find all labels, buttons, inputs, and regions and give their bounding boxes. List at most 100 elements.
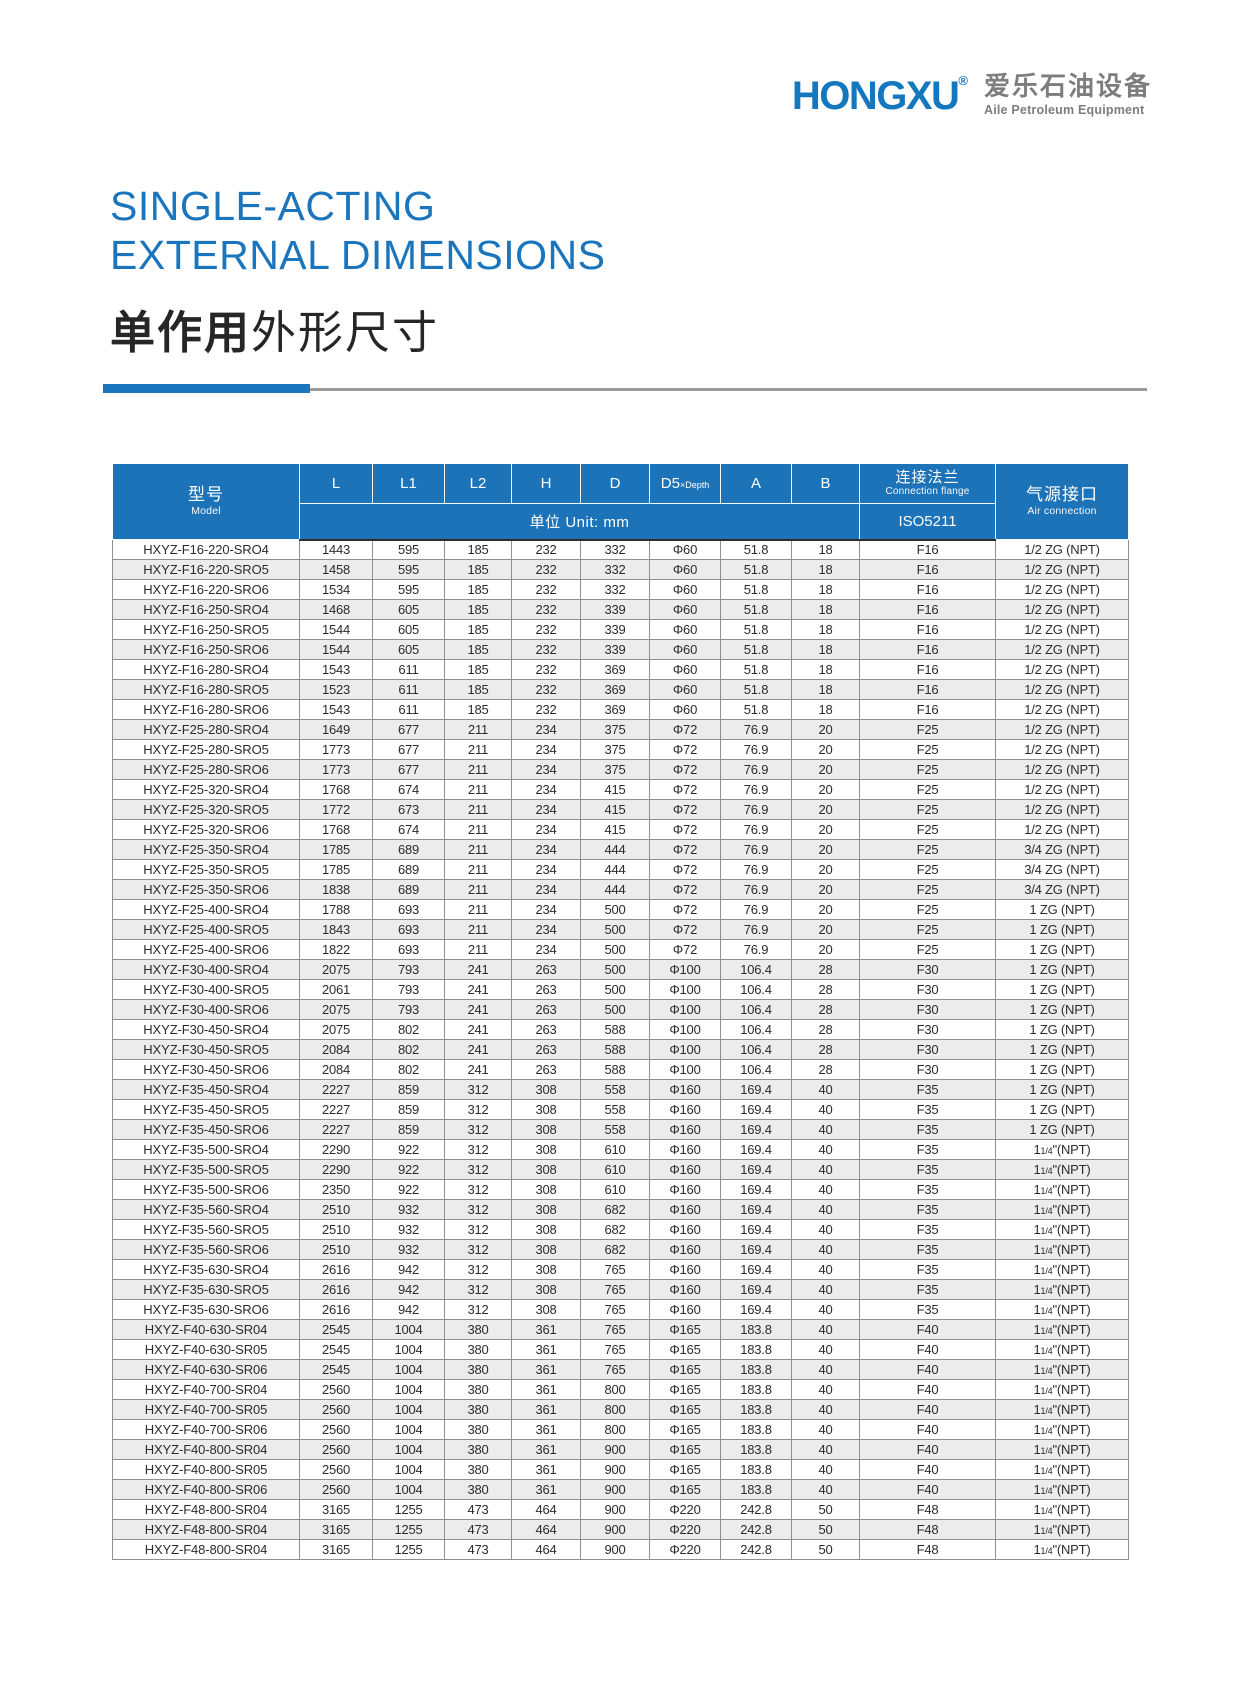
- value-cell: 674: [372, 779, 445, 800]
- value-cell: F35: [859, 1099, 996, 1120]
- value-cell: 339: [580, 639, 650, 660]
- value-cell: 106.4: [720, 959, 792, 980]
- value-cell: 76.9: [720, 879, 792, 900]
- model-cell: HXYZ-F35-560-SRO4: [112, 1199, 300, 1220]
- value-cell: 241: [444, 1019, 512, 1040]
- value-cell: 169.4: [720, 1119, 792, 1140]
- value-cell: 500: [580, 899, 650, 920]
- value-cell: 1822: [299, 939, 373, 960]
- value-cell: F16: [859, 579, 996, 600]
- value-cell: 28: [791, 979, 860, 1000]
- model-cell: HXYZ-F25-400-SRO4: [112, 899, 300, 920]
- value-cell: 611: [372, 659, 445, 680]
- value-cell: 689: [372, 879, 445, 900]
- model-cell: HXYZ-F35-500-SRO5: [112, 1159, 300, 1180]
- value-cell: 859: [372, 1099, 445, 1120]
- value-cell: 682: [580, 1199, 650, 1220]
- fraction-text: 1/4: [1040, 1206, 1053, 1216]
- value-cell: 800: [580, 1419, 650, 1440]
- value-cell: 185: [444, 659, 512, 680]
- value-cell: F16: [859, 559, 996, 580]
- value-cell: 106.4: [720, 999, 792, 1020]
- value-cell: 312: [444, 1119, 512, 1140]
- value-cell: 234: [511, 939, 581, 960]
- value-cell: 20: [791, 899, 860, 920]
- value-cell: 312: [444, 1179, 512, 1200]
- value-cell: 20: [791, 799, 860, 820]
- value-cell: 339: [580, 599, 650, 620]
- col-header-D5: D5: [660, 475, 680, 492]
- value-cell: 234: [511, 919, 581, 940]
- value-cell: 922: [372, 1139, 445, 1160]
- table-row: HXYZ-F16-250-SRO6 1544 605 185 232 339 Φ60 51.8…: [112, 639, 1129, 660]
- value-cell: 3/4 ZG (NPT): [995, 839, 1129, 860]
- value-cell: 183.8: [720, 1439, 792, 1460]
- value-cell: 76.9: [720, 939, 792, 960]
- value-cell: 185: [444, 599, 512, 620]
- value-cell: 2560: [299, 1419, 373, 1440]
- value-cell: 1 ZG (NPT): [995, 1079, 1129, 1100]
- model-cell: HXYZ-F30-400-SRO6: [112, 999, 300, 1020]
- value-cell: 1/2 ZG (NPT): [995, 779, 1129, 800]
- value-cell: 673: [372, 799, 445, 820]
- value-cell: 2560: [299, 1459, 373, 1480]
- table-body: HXYZ-F16-220-SRO4 1443 595 185 232 332 Φ60 51.8…: [112, 539, 1129, 1560]
- value-cell: 380: [444, 1419, 512, 1440]
- value-cell: 900: [580, 1439, 650, 1460]
- value-cell: 1 ZG (NPT): [995, 899, 1129, 920]
- value-cell: 183.8: [720, 1479, 792, 1500]
- value-cell: 375: [580, 739, 650, 760]
- value-cell: 51.8: [720, 579, 792, 600]
- value-cell: 76.9: [720, 839, 792, 860]
- value-cell: 1/2 ZG (NPT): [995, 579, 1129, 600]
- value-cell: 500: [580, 999, 650, 1020]
- value-cell: 40: [791, 1399, 860, 1420]
- value-cell: 308: [511, 1079, 581, 1100]
- value-cell: 1255: [372, 1519, 445, 1540]
- value-cell: 682: [580, 1219, 650, 1240]
- value-cell: 1543: [299, 659, 373, 680]
- value-cell: 1004: [372, 1439, 445, 1460]
- value-cell: 312: [444, 1279, 512, 1300]
- model-cell: HXYZ-F30-400-SRO5: [112, 979, 300, 1000]
- value-cell: 2510: [299, 1199, 373, 1220]
- fraction-text: 1/4: [1040, 1486, 1053, 1496]
- col-header-L1: L1: [372, 463, 445, 504]
- value-cell: 588: [580, 1059, 650, 1080]
- value-cell: 169.4: [720, 1239, 792, 1260]
- value-cell: 312: [444, 1079, 512, 1100]
- value-cell: 185: [444, 679, 512, 700]
- model-cell: HXYZ-F40-700-SR05: [112, 1399, 300, 1420]
- model-cell: HXYZ-F25-350-SRO4: [112, 839, 300, 860]
- value-cell: 312: [444, 1259, 512, 1280]
- value-cell: Φ160: [649, 1219, 721, 1240]
- value-cell: F16: [859, 539, 996, 560]
- table-row: HXYZ-F25-350-SRO4 1785 689 211 234 444 Φ72 76.9…: [112, 839, 1129, 860]
- col-header-H: H: [511, 463, 581, 504]
- value-cell: 211: [444, 759, 512, 780]
- model-cell: HXYZ-F16-220-SRO5: [112, 559, 300, 580]
- model-cell: HXYZ-F35-500-SRO4: [112, 1139, 300, 1160]
- value-cell: 558: [580, 1099, 650, 1120]
- value-cell: F25: [859, 779, 996, 800]
- value-cell: 40: [791, 1259, 860, 1280]
- value-cell: 76.9: [720, 859, 792, 880]
- value-cell: 361: [511, 1379, 581, 1400]
- model-cell: HXYZ-F48-800-SR04: [112, 1499, 300, 1520]
- value-cell: 802: [372, 1039, 445, 1060]
- col-header-D: D: [580, 463, 650, 504]
- col-header-D5-depth: D5×Depth: [649, 463, 721, 504]
- value-cell: 932: [372, 1219, 445, 1240]
- value-cell: 312: [444, 1239, 512, 1260]
- value-cell: 1458: [299, 559, 373, 580]
- page-title: SINGLE-ACTING EXTERNAL DIMENSIONS 单作用外形尺…: [110, 182, 606, 361]
- table-row: HXYZ-F25-400-SRO6 1822 693 211 234 500 Φ72 76.9…: [112, 939, 1129, 960]
- value-cell: 169.4: [720, 1099, 792, 1120]
- value-cell: 169.4: [720, 1199, 792, 1220]
- value-cell: Φ72: [649, 799, 721, 820]
- value-cell: 500: [580, 939, 650, 960]
- value-cell: Φ100: [649, 979, 721, 1000]
- brand-name-chinese: 爱乐石油设备: [983, 71, 1152, 101]
- value-cell: 802: [372, 1019, 445, 1040]
- value-cell: 942: [372, 1279, 445, 1300]
